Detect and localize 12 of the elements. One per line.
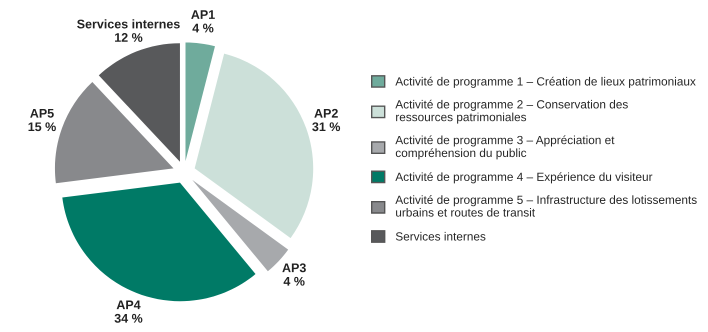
data-label: AP4 34 % <box>114 300 142 323</box>
legend-label: Services internes <box>396 232 486 241</box>
data-label: AP2 31 % <box>312 108 340 132</box>
data-label: AP3 4 % <box>282 263 306 286</box>
legend-label: Activité de programme 5 – Infrastructure des lotissements urbains et routes de transit <box>395 195 697 217</box>
legend-label: Activité de programme 1 – Création de lieux patrimoniaux <box>395 76 696 88</box>
legend-label: Activité de programme 3 – Appréciation et compréhension du public <box>395 135 614 160</box>
data-label: AP1 4 % <box>191 10 215 32</box>
legend-label: Activité de programme 4 – Expérience du visiteur <box>395 172 652 184</box>
data-label: AP5 15 % <box>28 108 56 132</box>
legend-label: Activité de programme 2 – Conservation des ressources patrimoniales <box>395 100 628 124</box>
data-label: Services internes 12 % <box>77 19 180 42</box>
